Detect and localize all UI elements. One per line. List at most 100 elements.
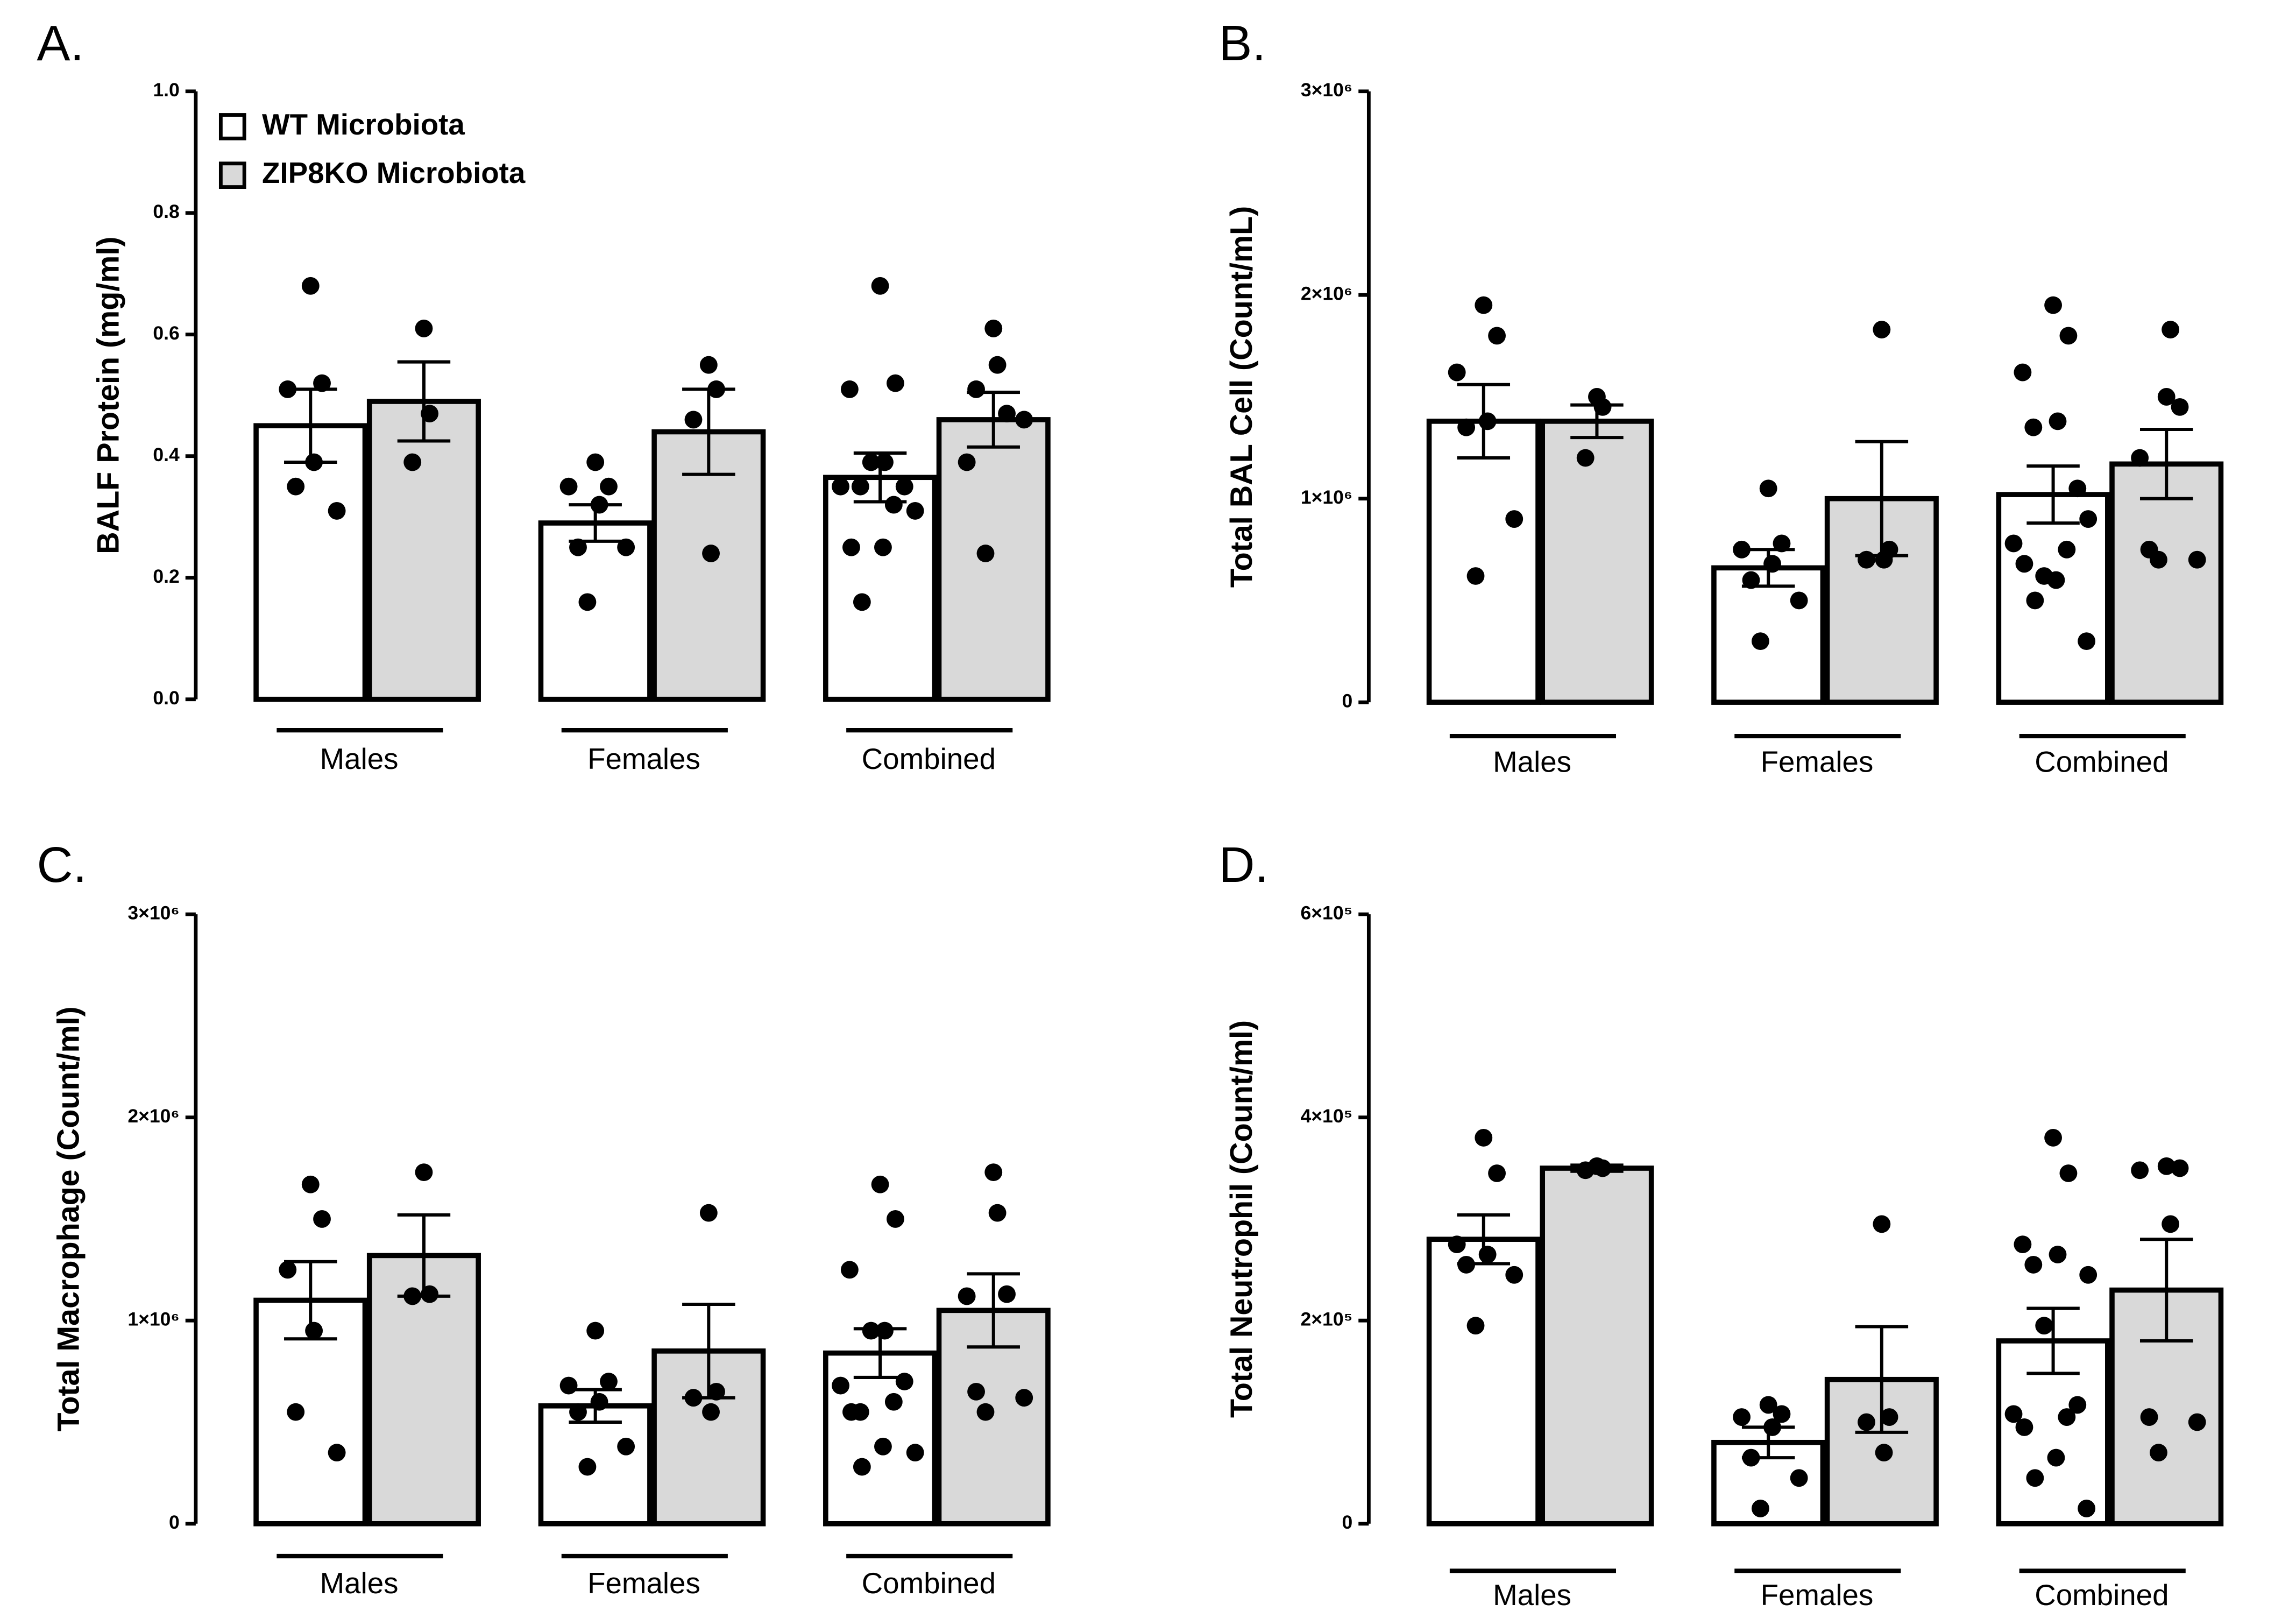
data-point — [2131, 1161, 2149, 1179]
data-point — [1448, 1235, 1466, 1254]
data-point — [1875, 1444, 1893, 1462]
data-point — [2078, 632, 2096, 651]
data-point — [1733, 540, 1751, 559]
error-bar — [967, 1272, 1020, 1349]
y-axis-label: Total Macrophage (Count/ml) — [51, 1006, 86, 1431]
x-tick-label: Combined — [2035, 1578, 2169, 1612]
y-tick-label: 2×10⁶ — [1301, 283, 1352, 305]
panel: A. BALF Protein (mg/ml) 0.0 0.2 0.4 0.6 0.8 1.0… — [37, 15, 1051, 775]
data-point — [884, 496, 903, 514]
data-point — [569, 538, 587, 556]
data-point — [832, 1376, 849, 1395]
data-point — [1448, 363, 1466, 381]
error-bar — [2139, 1238, 2193, 1343]
error-bar — [397, 360, 451, 443]
y-tick-label: 0.8 — [153, 201, 179, 222]
data-point — [287, 477, 305, 496]
data-point — [2157, 1157, 2175, 1175]
data-point — [305, 453, 323, 471]
data-point — [707, 1382, 725, 1401]
data-point — [617, 1437, 635, 1456]
y-tick-label: 1×10⁶ — [127, 1309, 179, 1330]
data-point — [851, 477, 869, 496]
data-point — [840, 380, 859, 398]
data-point — [958, 1287, 976, 1305]
data-point — [2004, 534, 2023, 553]
data-point — [1457, 418, 1476, 436]
data-point — [569, 1403, 587, 1421]
data-point — [1790, 1469, 1808, 1487]
data-point — [1790, 591, 1808, 610]
data-point — [617, 538, 635, 556]
data-point — [886, 374, 904, 392]
data-point — [886, 1210, 904, 1228]
data-point — [1742, 571, 1760, 589]
panel-label: B. — [1218, 15, 1266, 71]
data-point — [895, 1373, 913, 1390]
data-point — [1858, 1413, 1875, 1431]
data-point — [2068, 1396, 2087, 1414]
data-point — [906, 1444, 924, 1462]
x-tick-label: Females — [1761, 1578, 1874, 1612]
data-point — [2140, 1408, 2158, 1426]
x-tick-label: Females — [587, 742, 700, 775]
data-point — [2068, 479, 2087, 498]
bar — [1426, 419, 1541, 705]
data-point — [2171, 1159, 2189, 1177]
legend-label: WT Microbiota — [262, 108, 465, 141]
data-point — [279, 380, 297, 398]
y-tick-label: 3×10⁶ — [1301, 79, 1352, 101]
data-point — [1873, 321, 1891, 338]
data-point — [600, 1373, 618, 1390]
data-point — [1488, 327, 1506, 345]
data-point — [2044, 1129, 2062, 1147]
data-point — [988, 356, 1007, 374]
data-point — [2026, 591, 2044, 610]
data-point — [2059, 327, 2078, 345]
legend-swatch — [218, 161, 246, 189]
data-point — [586, 1322, 605, 1340]
data-point — [2024, 418, 2043, 436]
data-point — [976, 545, 995, 562]
data-point — [328, 501, 346, 520]
data-point — [415, 320, 433, 337]
y-tick-label: 0 — [1342, 1511, 1353, 1533]
data-point — [984, 320, 1003, 337]
data-point — [1759, 479, 1777, 498]
data-point — [1505, 1266, 1523, 1284]
data-point — [2049, 412, 2067, 430]
x-tick-label: Combined — [862, 1566, 996, 1600]
data-point — [2079, 1266, 2097, 1284]
panel-label: C. — [37, 837, 87, 893]
data-point — [2049, 1246, 2067, 1263]
data-point — [1576, 1161, 1595, 1179]
data-point — [590, 496, 608, 514]
data-point — [1488, 1164, 1506, 1182]
data-point — [1478, 412, 1497, 430]
data-point — [842, 1403, 860, 1421]
y-tick-label: 1.0 — [153, 79, 179, 101]
data-point — [1873, 1215, 1891, 1233]
data-point — [1752, 1500, 1769, 1517]
data-point — [1457, 1255, 1476, 1274]
panel-label: D. — [1218, 837, 1269, 893]
y-axis-label: BALF Protein (mg/ml) — [91, 237, 125, 554]
data-point — [559, 477, 578, 496]
data-point — [842, 538, 860, 556]
bar — [253, 423, 368, 702]
data-point — [1773, 1405, 1791, 1423]
data-point — [876, 1322, 894, 1340]
data-point — [421, 1285, 438, 1303]
x-tick-label: Combined — [862, 742, 996, 775]
data-point — [2162, 1215, 2180, 1233]
data-point — [301, 277, 320, 295]
data-point — [586, 453, 605, 471]
data-point — [1773, 534, 1791, 553]
x-tick-label: Males — [1493, 1578, 1571, 1612]
data-point — [895, 477, 913, 496]
data-point — [699, 1204, 718, 1222]
data-point — [976, 1403, 995, 1421]
bar — [1711, 565, 1826, 705]
